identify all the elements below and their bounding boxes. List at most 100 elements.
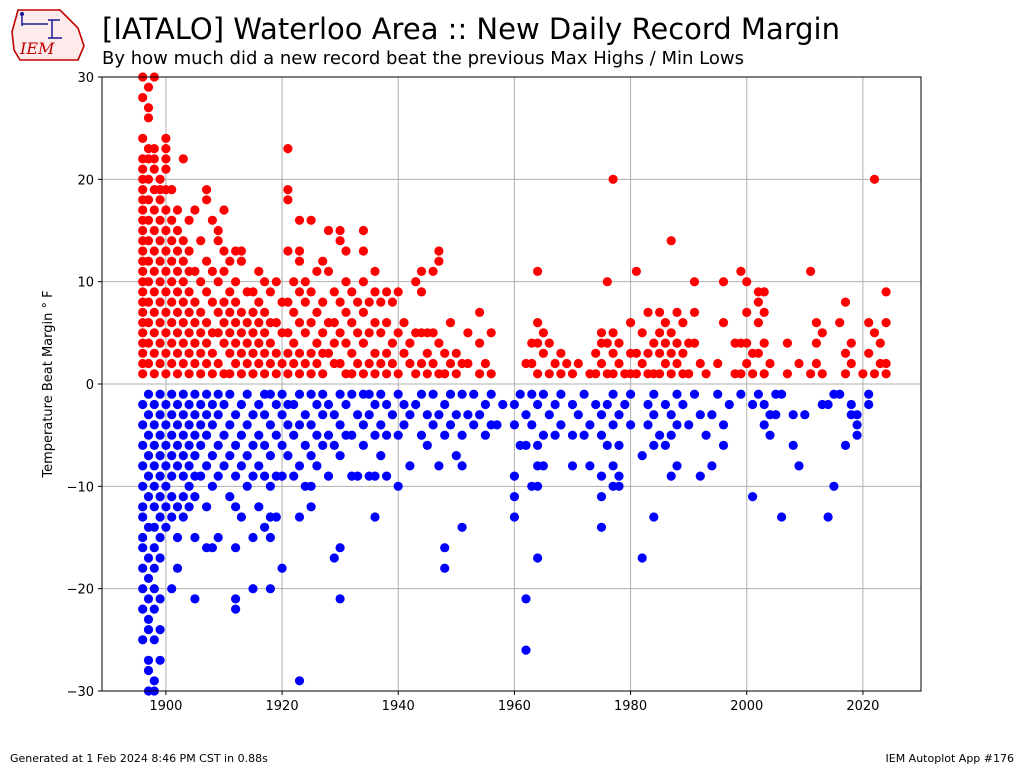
record-high-point — [329, 338, 339, 348]
record-high-point — [138, 92, 148, 103]
record-low-point — [260, 440, 270, 450]
record-high-point — [219, 246, 229, 256]
record-high-point — [701, 369, 711, 379]
record-high-point — [149, 287, 159, 297]
record-low-point — [527, 389, 537, 399]
record-low-point — [184, 399, 194, 410]
record-high-point — [138, 133, 148, 143]
record-high-point — [161, 369, 171, 379]
record-high-point — [318, 256, 328, 266]
record-low-point — [155, 410, 165, 420]
record-low-point — [626, 420, 636, 430]
record-low-point — [184, 440, 194, 450]
record-high-point — [364, 328, 374, 338]
record-low-point — [364, 410, 374, 420]
y-tick-label: 30 — [77, 71, 94, 86]
record-high-point — [637, 328, 647, 338]
record-low-point — [231, 440, 241, 450]
record-low-point — [457, 430, 467, 440]
record-low-point — [323, 430, 334, 440]
record-low-point — [143, 389, 154, 399]
record-low-point — [202, 430, 212, 440]
record-low-point — [143, 410, 154, 420]
record-high-point — [411, 277, 421, 287]
record-low-point — [149, 522, 159, 532]
record-low-point — [788, 410, 798, 420]
record-high-point — [416, 358, 427, 369]
record-low-point — [172, 563, 183, 573]
record-high-point — [335, 358, 345, 369]
record-high-point — [260, 328, 270, 338]
record-high-point — [149, 348, 159, 358]
record-low-point — [289, 430, 299, 440]
record-high-point — [155, 256, 165, 266]
record-low-point — [480, 430, 490, 440]
record-high-point — [387, 358, 397, 369]
record-high-point — [225, 348, 235, 358]
record-high-point — [167, 358, 177, 369]
record-high-point — [231, 277, 241, 287]
record-low-point — [161, 522, 171, 532]
record-high-point — [637, 358, 647, 369]
record-high-point — [155, 174, 165, 184]
record-low-point — [172, 440, 183, 450]
record-low-point — [138, 584, 148, 594]
record-low-point — [678, 399, 688, 410]
record-high-point — [881, 369, 891, 379]
record-high-point — [811, 338, 822, 348]
record-low-point — [155, 451, 165, 461]
record-low-point — [567, 430, 578, 440]
record-high-point — [271, 348, 281, 358]
record-low-point — [289, 471, 299, 481]
record-low-point — [207, 543, 217, 553]
record-high-point — [289, 307, 299, 317]
record-high-point — [167, 185, 177, 195]
record-high-point — [323, 225, 334, 236]
record-high-point — [405, 338, 415, 348]
record-low-point — [184, 502, 194, 512]
record-low-point — [231, 471, 241, 481]
record-high-point — [370, 348, 380, 358]
record-high-point — [678, 348, 688, 358]
record-low-point — [138, 399, 148, 410]
record-high-point — [207, 215, 217, 225]
record-low-point — [440, 543, 450, 553]
record-low-point — [184, 461, 194, 471]
record-low-point — [440, 563, 450, 573]
record-low-point — [666, 410, 676, 420]
record-high-point — [475, 338, 485, 348]
record-low-point — [155, 532, 165, 543]
record-low-point — [138, 440, 148, 450]
record-high-point — [811, 358, 822, 369]
record-low-point — [579, 430, 589, 440]
record-low-point — [376, 420, 386, 430]
record-low-point — [852, 430, 862, 440]
record-high-point — [172, 369, 183, 379]
generated-note: Generated at 1 Feb 2024 8:46 PM CST in 0… — [10, 752, 268, 765]
record-high-point — [248, 369, 258, 379]
record-high-point — [236, 256, 246, 266]
record-high-point — [695, 358, 705, 369]
record-low-point — [312, 399, 322, 410]
y-axis-label: Temperature Beat Margin ° F — [41, 290, 56, 478]
record-high-point — [434, 256, 444, 266]
record-low-point — [509, 471, 519, 481]
record-low-point — [300, 440, 310, 450]
record-low-point — [347, 430, 357, 440]
record-high-point — [358, 338, 368, 348]
record-high-point — [213, 328, 223, 338]
record-high-point — [294, 348, 305, 358]
record-low-point — [533, 440, 543, 450]
record-low-point — [149, 635, 159, 645]
record-high-point — [149, 164, 159, 174]
record-high-point — [207, 369, 217, 379]
record-low-point — [213, 410, 223, 420]
record-high-point — [573, 358, 583, 369]
record-low-point — [161, 461, 171, 471]
record-low-point — [660, 440, 671, 450]
record-high-point — [463, 358, 473, 369]
record-low-point — [463, 410, 473, 420]
record-high-point — [666, 236, 676, 246]
record-high-point — [323, 348, 334, 358]
